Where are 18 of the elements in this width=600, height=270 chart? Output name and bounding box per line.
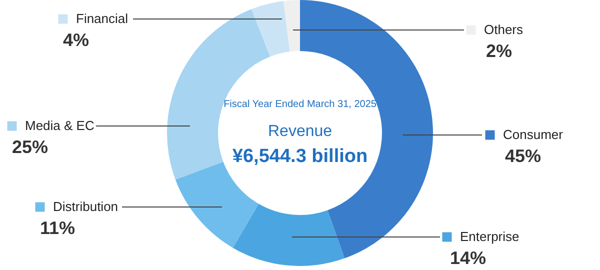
legend-label: Enterprise (460, 229, 520, 244)
donut-slice (232, 204, 345, 266)
legend-label: Financial (76, 11, 128, 26)
data-label: 4% (63, 30, 90, 50)
legend-label: Distribution (53, 199, 118, 214)
data-label: 25% (12, 137, 48, 157)
data-label: 14% (450, 248, 486, 268)
legend-label: Others (484, 22, 524, 37)
data-label: 2% (486, 41, 512, 61)
data-label: 45% (505, 146, 542, 166)
text: Fiscal Year Ended March 31, 2025 (224, 99, 377, 110)
donut-slice (252, 1, 290, 57)
text: ¥6,544.3 billion (232, 146, 368, 167)
data-label: 11% (40, 218, 76, 238)
legend-label: Media & EC (25, 118, 94, 133)
text: Revenue (268, 123, 332, 140)
legend-label: Consumer (503, 127, 564, 142)
donut-slice (283, 0, 300, 52)
